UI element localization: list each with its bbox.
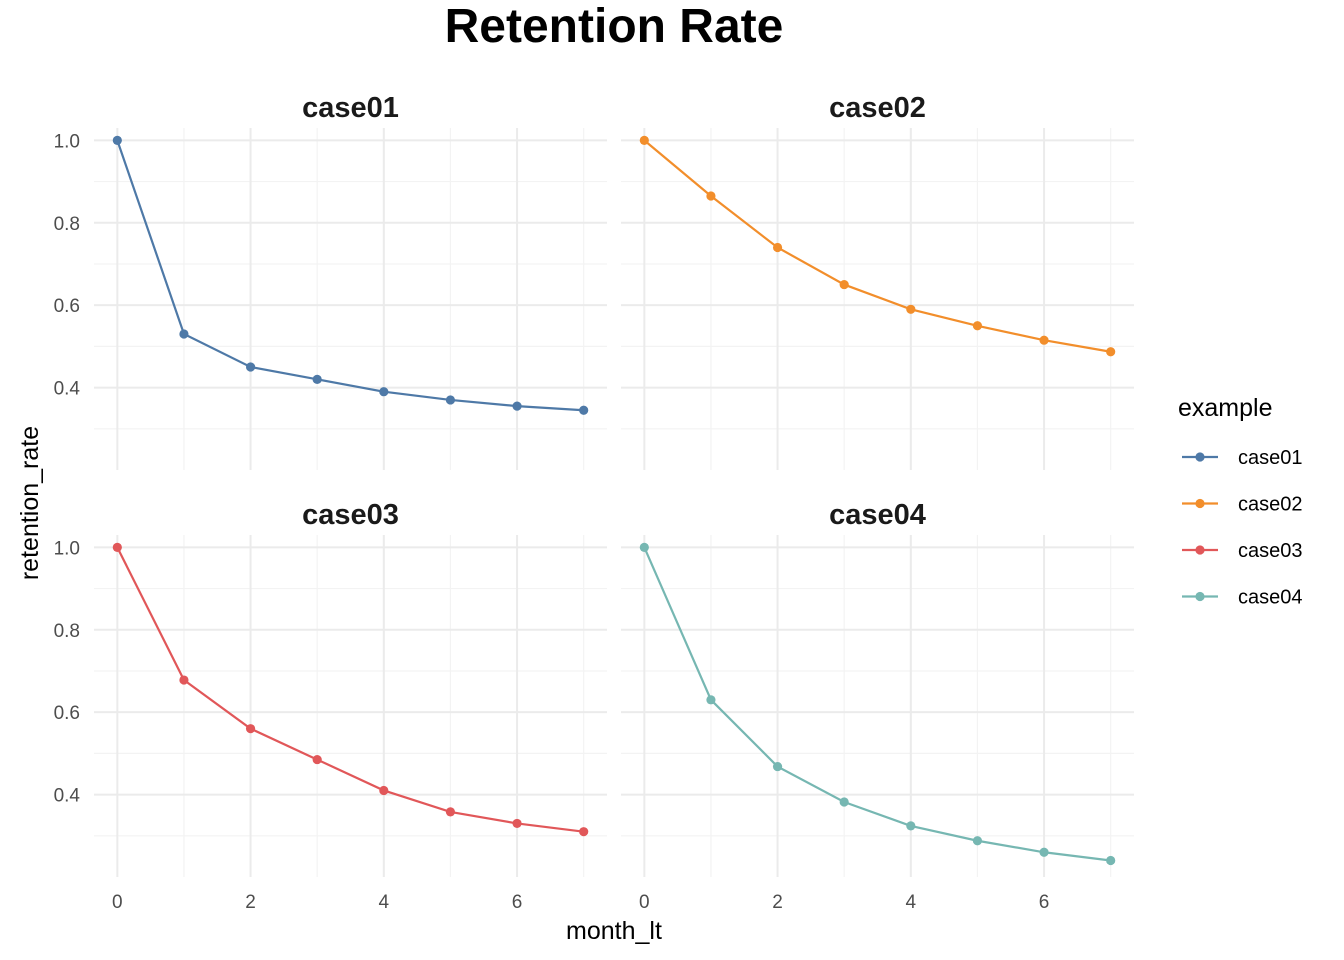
data-point-case04 <box>706 695 716 705</box>
x-tick-label: 6 <box>512 892 523 913</box>
legend-item-case02: case02 <box>1182 494 1303 516</box>
data-point-case01 <box>579 405 589 415</box>
legend-item-case04: case04 <box>1182 587 1303 609</box>
y-tick-label: 0.8 <box>54 214 80 235</box>
data-point-case04 <box>839 797 849 807</box>
x-tick-label: 0 <box>639 892 650 913</box>
data-point-case04 <box>639 542 649 552</box>
data-point-case03 <box>245 724 256 734</box>
legend-title: example <box>1178 394 1273 422</box>
facet-strip-label: case02 <box>829 92 926 124</box>
legend-label: case04 <box>1238 587 1303 609</box>
data-point-case03 <box>179 675 189 685</box>
legend-key-point <box>1195 452 1205 462</box>
facet-panel-case03: case03 0.4 0.6 0.8 1.0 0 2 4 6 <box>54 499 607 913</box>
y-tick-label: 0.4 <box>54 786 81 807</box>
data-point-case01 <box>445 395 456 405</box>
legend-key-point <box>1195 498 1205 509</box>
data-point-case01 <box>512 401 522 411</box>
data-point-case03 <box>312 754 322 765</box>
data-point-case01 <box>312 374 322 384</box>
series-line-case04 <box>643 546 1111 862</box>
data-point-case03 <box>445 807 456 817</box>
data-point-case02 <box>639 135 649 145</box>
y-tick-label: 0.8 <box>54 621 80 642</box>
data-point-case04 <box>906 821 916 831</box>
x-axis-title: month_lt <box>566 917 662 945</box>
y-tick-label: 1.0 <box>54 131 80 152</box>
data-point-case01 <box>245 362 256 372</box>
data-point-case02 <box>1039 335 1049 345</box>
legend-key-point <box>1195 545 1205 555</box>
data-point-case02 <box>706 191 716 201</box>
chart-title: Retention Rate <box>445 0 784 53</box>
x-tick-label: 0 <box>112 892 123 913</box>
data-point-case02 <box>772 242 783 253</box>
y-tick-label: 0.6 <box>54 296 80 317</box>
x-tick-label: 6 <box>1039 892 1050 913</box>
data-point-case03 <box>512 818 522 829</box>
data-point-case02 <box>972 321 983 331</box>
facet-strip-label: case01 <box>302 92 399 124</box>
x-tick-label: 2 <box>772 892 783 913</box>
legend-item-case01: case01 <box>1182 447 1303 469</box>
data-point-case04 <box>1039 847 1049 857</box>
facet-panel-case04: case04 0 2 4 6 <box>621 499 1134 913</box>
data-point-case03 <box>112 542 122 552</box>
data-point-case01 <box>179 329 189 339</box>
series-line-case01 <box>116 140 584 412</box>
facet-panel-case01: case01 0.4 0.6 0.8 1.0 <box>54 92 607 470</box>
data-point-case04 <box>972 836 983 846</box>
legend-label: case01 <box>1238 447 1303 469</box>
facet-panel-case02: case02 <box>621 92 1134 470</box>
legend-label: case03 <box>1238 540 1303 562</box>
data-point-case03 <box>379 785 389 796</box>
data-point-case02 <box>906 304 916 314</box>
data-point-case04 <box>772 761 783 772</box>
series-line-case03 <box>116 546 584 833</box>
x-tick-label: 4 <box>379 892 390 913</box>
legend-key-point <box>1195 591 1205 602</box>
data-point-case03 <box>579 827 589 837</box>
data-point-case02 <box>839 279 849 290</box>
y-tick-label: 1.0 <box>54 538 80 559</box>
y-tick-label: 0.4 <box>54 379 81 400</box>
legend-item-case03: case03 <box>1182 540 1303 562</box>
x-tick-label: 2 <box>245 892 256 913</box>
y-tick-label: 0.6 <box>54 703 80 724</box>
data-point-case02 <box>1106 347 1116 357</box>
x-tick-label: 4 <box>906 892 917 913</box>
series-line-case02 <box>643 139 1111 353</box>
legend-label: case02 <box>1238 494 1303 516</box>
facet-panels: case01 0.4 0.6 0.8 1.0 case02 case03 0.4 0.6 0.8 1… <box>54 92 1134 913</box>
facet-strip-label: case04 <box>829 499 926 531</box>
data-point-case01 <box>379 387 389 397</box>
facet-strip-label: case03 <box>302 499 399 531</box>
data-point-case04 <box>1106 855 1116 866</box>
y-axis-title: retention_rate <box>16 426 44 580</box>
data-point-case01 <box>112 135 122 145</box>
legend: example case01 case02 case03 case04 <box>1178 394 1303 609</box>
